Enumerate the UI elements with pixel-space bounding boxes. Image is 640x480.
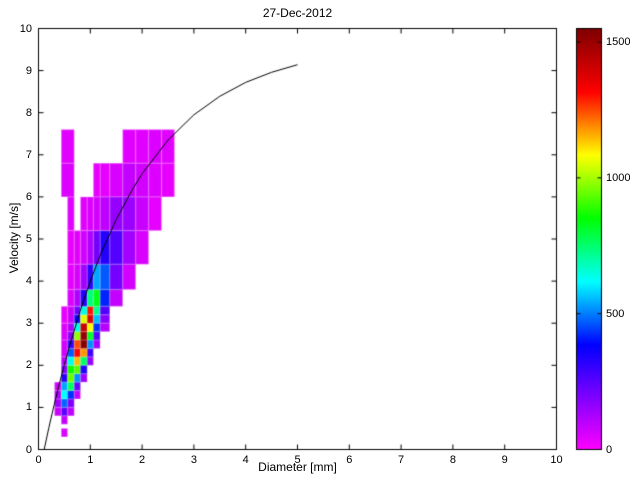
chart-title: 27-Dec-2012 (262, 6, 333, 20)
x-tick-label: 1 (87, 454, 94, 466)
y-tick-label: 2 (25, 359, 32, 372)
y-tick-label: 8 (25, 106, 32, 119)
y-tick-label: 4 (25, 275, 32, 288)
x-tick-label: 4 (242, 454, 249, 466)
colorbar-tick-label: 0 (606, 443, 613, 456)
x-axis-label: Diameter [mm] (258, 460, 337, 474)
y-tick-label: 9 (25, 64, 32, 77)
x-tick-label: 0 (35, 454, 42, 466)
y-tick-label: 1 (25, 401, 32, 414)
x-tick-label: 10 (550, 454, 563, 466)
x-tick-label: 8 (449, 454, 456, 466)
y-tick-label: 7 (25, 148, 32, 161)
x-tick-label: 3 (190, 454, 197, 466)
colorbar-tick-label: 1500 (606, 36, 631, 49)
x-tick-label: 7 (398, 454, 405, 466)
y-tick-label: 0 (25, 443, 32, 456)
x-tick-label: 5 (294, 454, 301, 466)
y-tick-label: 6 (25, 190, 32, 203)
y-tick-label: 5 (25, 233, 32, 245)
y-tick-label: 3 (25, 317, 32, 330)
x-tick-label: 9 (501, 454, 508, 466)
colorbar-tick-label: 1000 (606, 171, 631, 184)
colorbar-tick-label: 500 (606, 307, 625, 320)
x-tick-label: 6 (346, 454, 353, 466)
x-tick-label: 2 (139, 454, 146, 466)
y-tick-label: 10 (19, 22, 32, 35)
